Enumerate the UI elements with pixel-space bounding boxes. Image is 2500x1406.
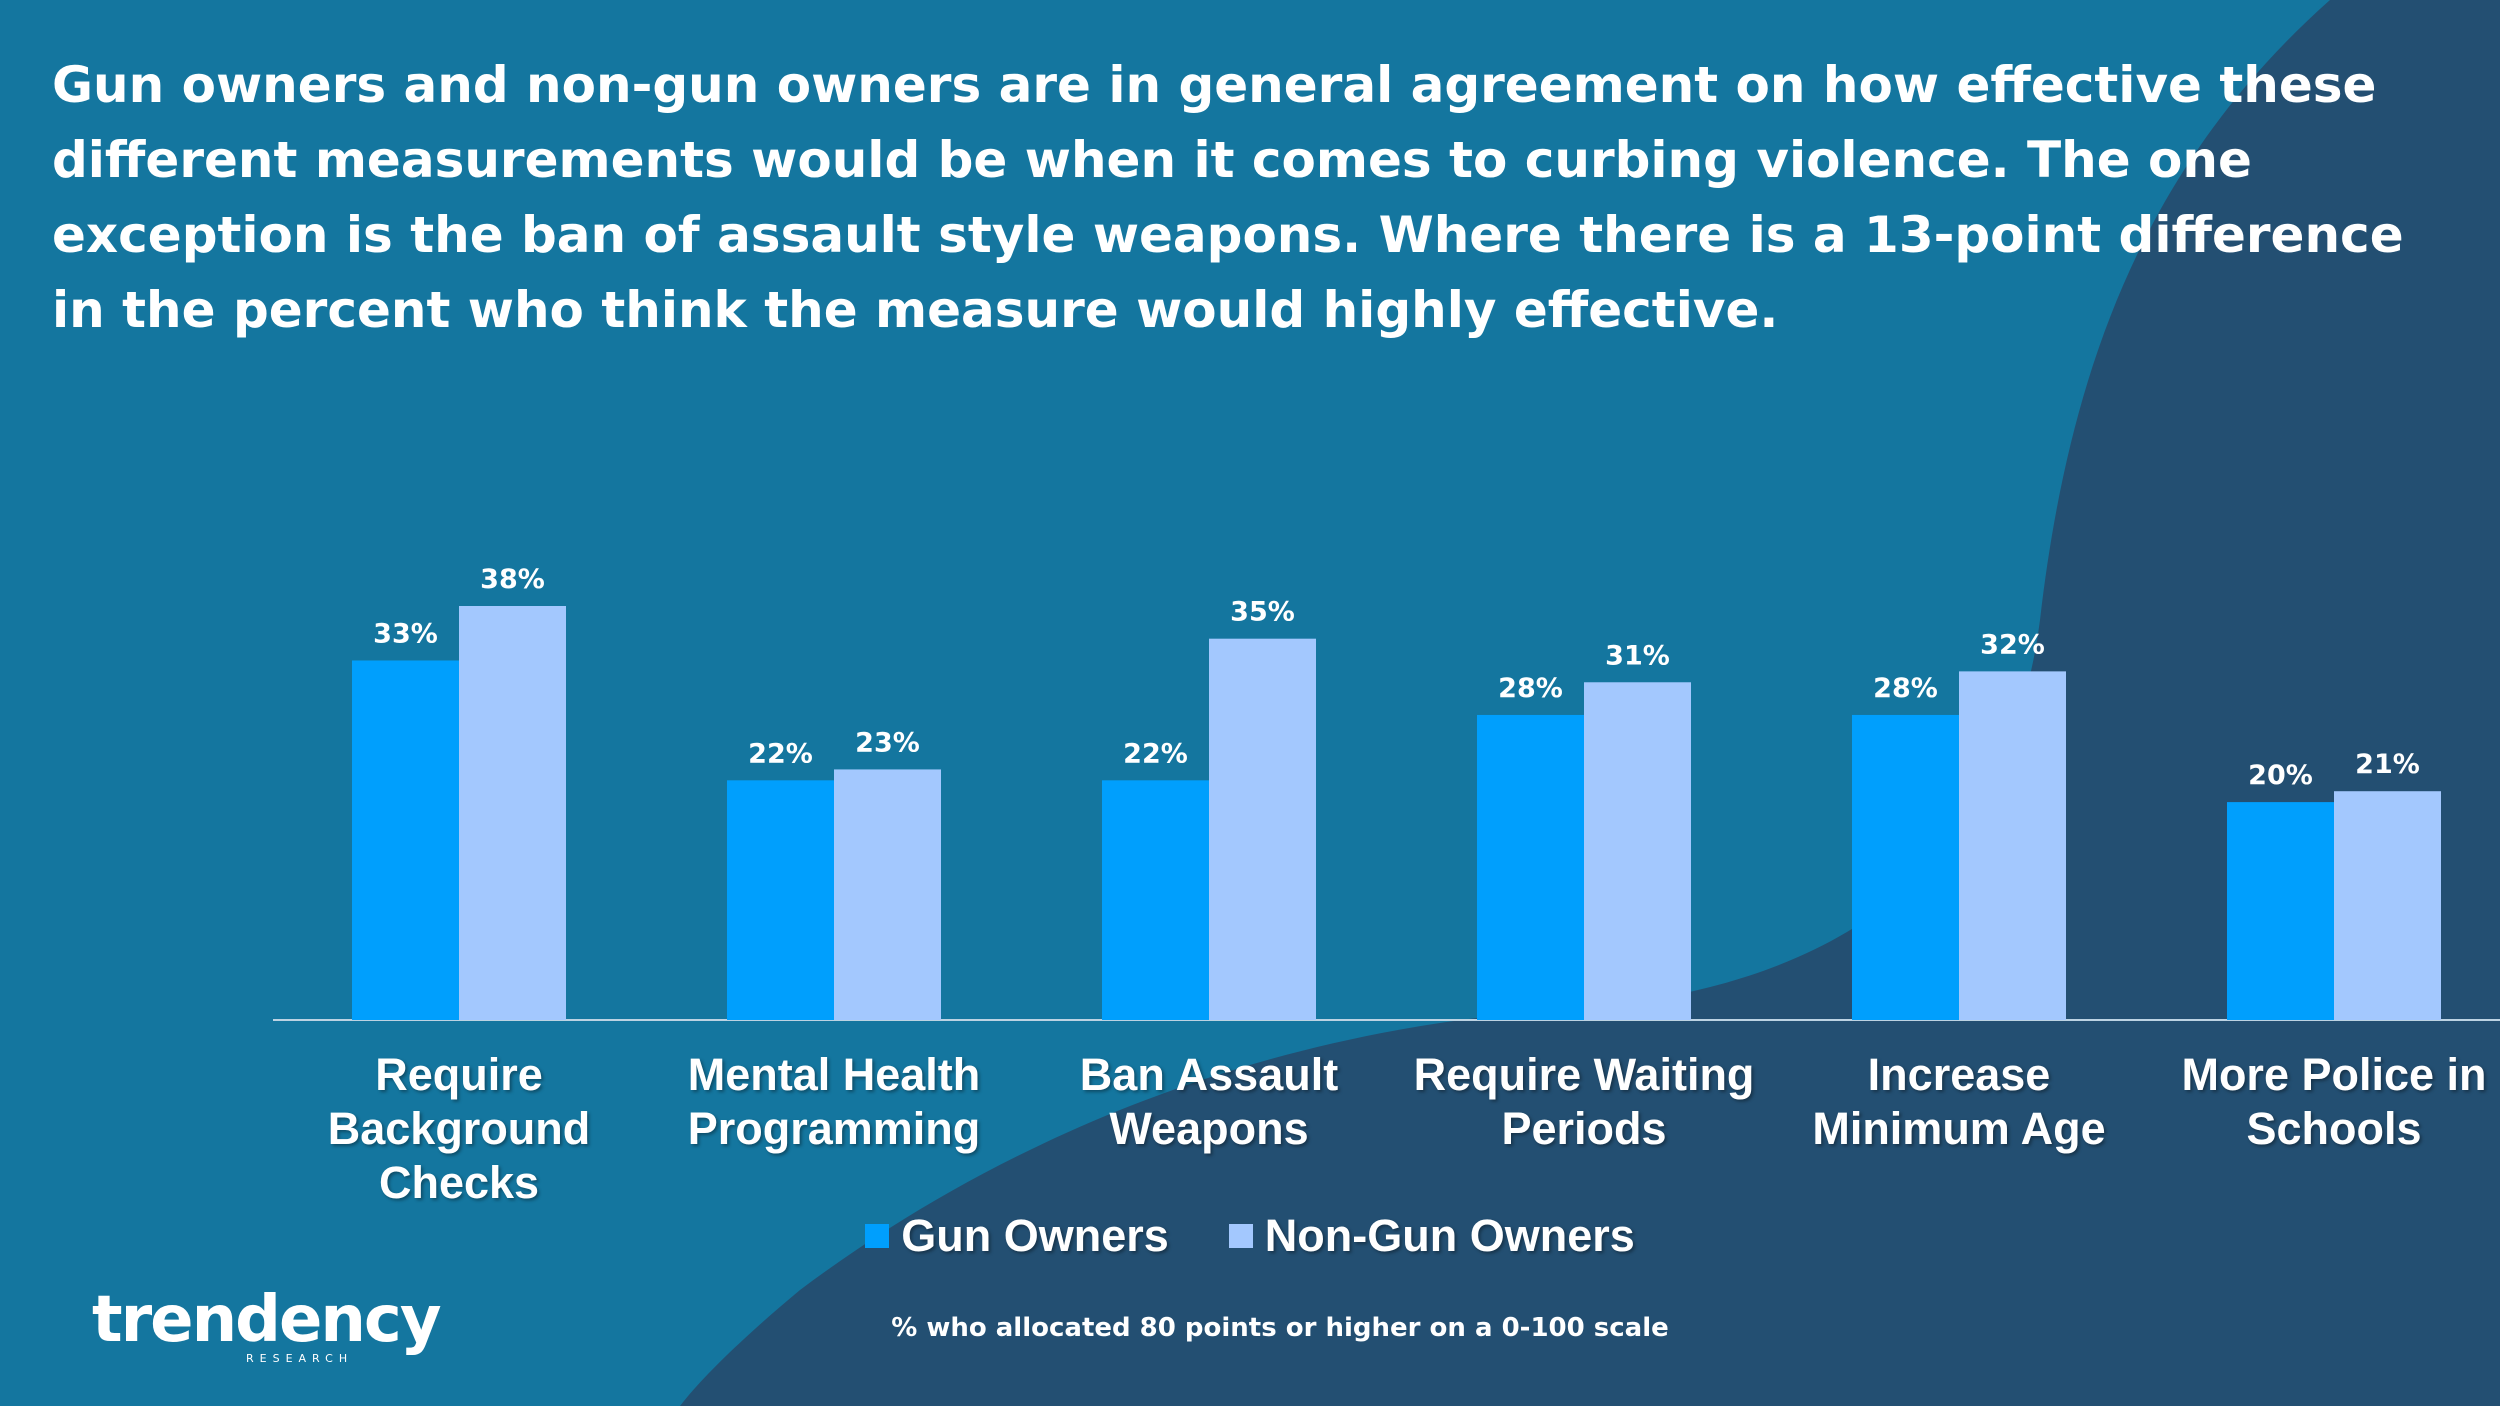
trendency-logo: trendency [92,1283,442,1357]
bar-gun-owners-require-background-checks [352,660,459,1020]
bar-gun-owners-increase-minimum-age [1852,714,1959,1020]
headline: Gun owners and non-gun owners are in gen… [52,56,2404,339]
category-label-line: Checks [378,1157,540,1208]
category-label-more-police-in-schools: More Police in Schools [2144,1048,2500,1156]
category-label-line: Schools [2246,1103,2422,1154]
data-label-gun-owners-mental-health-programming: 22% [748,738,813,769]
bar-gun-owners-mental-health-programming [727,780,834,1020]
category-label-line: Ban Assault [1079,1049,1339,1100]
bar-gun-owners-ban-assault-weapons [1102,780,1209,1020]
legend-item-non-gun-owners: Non-Gun Owners [1228,1210,1635,1262]
data-label-gun-owners-more-police-in-schools: 20% [2248,760,2313,791]
category-label-require-background-checks: Require Background Checks [269,1048,649,1210]
bar-gun-owners-require-waiting-periods [1477,714,1584,1020]
bar-non-gun-owners-more-police-in-schools [2334,791,2441,1020]
data-label-non-gun-owners-require-background-checks: 38% [480,564,545,595]
bar-non-gun-owners-increase-minimum-age [1959,671,2066,1020]
data-label-non-gun-owners-mental-health-programming: 23% [855,727,920,758]
bar-non-gun-owners-ban-assault-weapons [1209,638,1316,1020]
category-label-line: More Police in [2181,1049,2487,1100]
data-label-gun-owners-ban-assault-weapons: 22% [1123,738,1188,769]
bar-non-gun-owners-require-background-checks [459,606,566,1020]
legend-swatch-non-gun-owners [1228,1224,1253,1248]
legend-label-gun-owners: Gun Owners [901,1210,1169,1261]
bar-non-gun-owners-require-waiting-periods [1584,682,1691,1020]
footnote: % who allocated 80 points or higher on a… [891,1313,1669,1343]
bar-gun-owners-more-police-in-schools [2227,802,2334,1020]
category-label-mental-health-programming: Mental Health Programming [644,1048,1024,1156]
category-label-line: Require Waiting [1413,1049,1755,1100]
data-label-non-gun-owners-require-waiting-periods: 31% [1605,640,1670,671]
data-label-non-gun-owners-increase-minimum-age: 32% [1980,629,2045,660]
legend-swatch-gun-owners [865,1224,890,1248]
category-label-line: Periods [1501,1103,1667,1154]
bar-non-gun-owners-mental-health-programming [834,769,941,1020]
category-label-line: Minimum Age [1812,1103,2106,1154]
category-label-line: Background [327,1103,591,1154]
category-label-increase-minimum-age: Increase Minimum Age [1769,1048,2149,1156]
data-label-gun-owners-require-background-checks: 33% [373,618,438,649]
data-label-non-gun-owners-ban-assault-weapons: 35% [1230,597,1295,628]
category-label-line: Require [375,1049,543,1100]
category-label-line: Increase [1867,1049,2051,1100]
legend: Gun Owners Non-Gun Owners [0,1210,2500,1262]
legend-label-non-gun-owners: Non-Gun Owners [1264,1210,1635,1261]
legend-item-gun-owners: Gun Owners [865,1210,1169,1262]
trendency-logo-subtitle: RESEARCH [246,1352,354,1365]
category-label-require-waiting-periods: Require Waiting Periods [1394,1048,1774,1156]
data-label-gun-owners-require-waiting-periods: 28% [1498,673,1563,704]
data-label-non-gun-owners-more-police-in-schools: 21% [2355,749,2420,780]
category-label-line: Mental Health [687,1049,981,1100]
category-label-ban-assault-weapons: Ban Assault Weapons [1019,1048,1399,1156]
category-label-line: Programming [687,1103,981,1154]
data-label-gun-owners-increase-minimum-age: 28% [1873,673,1938,704]
category-label-line: Weapons [1109,1103,1309,1154]
